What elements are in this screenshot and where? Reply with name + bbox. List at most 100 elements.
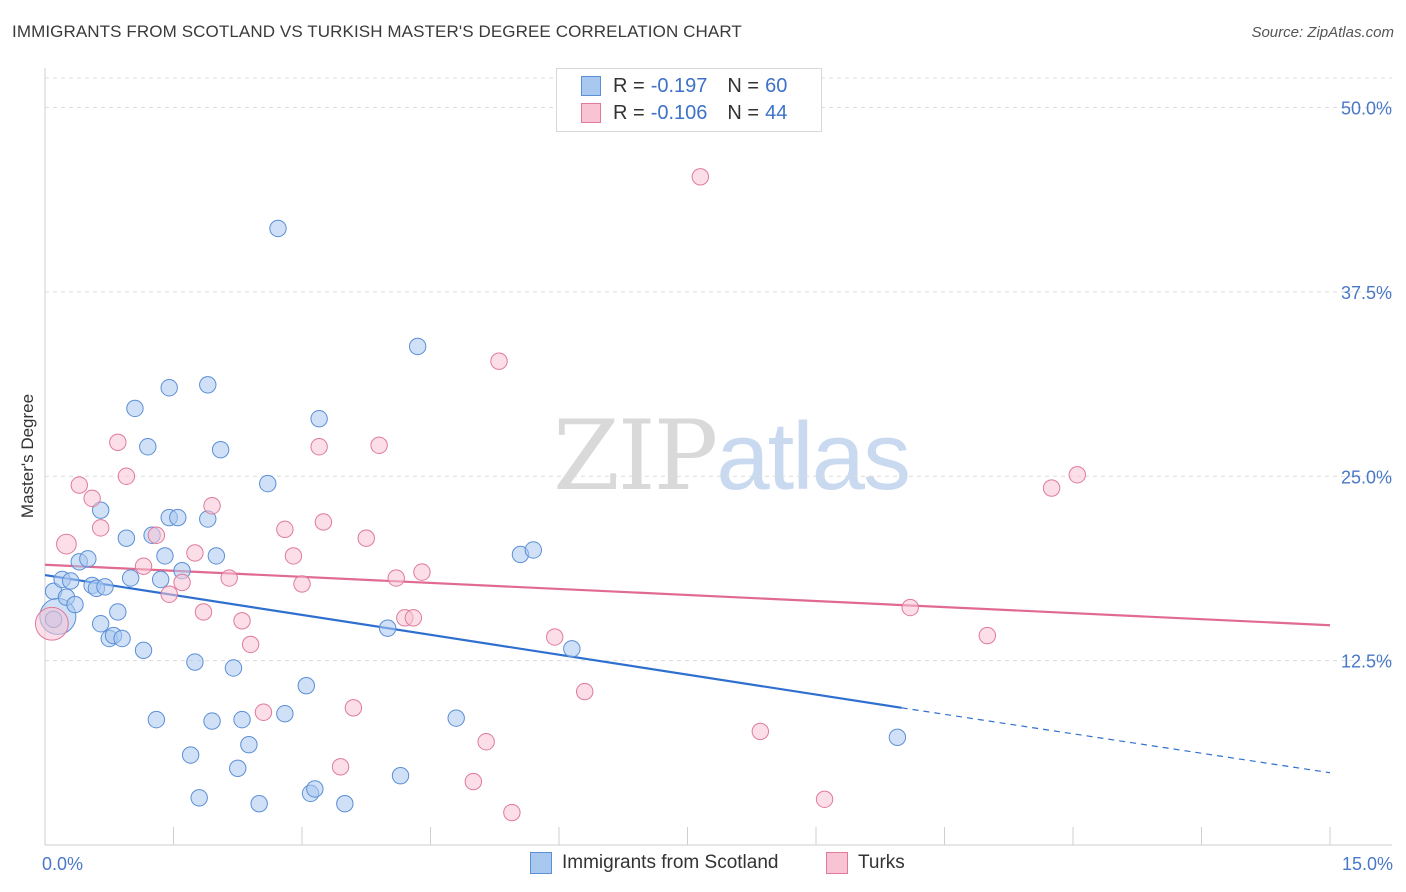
data-point: [91, 519, 110, 537]
data-point: [173, 573, 191, 592]
trend-line: [44, 563, 1331, 627]
data-point: [391, 766, 410, 785]
data-point: [546, 628, 564, 646]
legend-row-scotland: R = -0.197 N = 60: [581, 73, 787, 99]
data-point: [336, 795, 354, 813]
data-point: [147, 526, 166, 544]
trend-line: [44, 573, 902, 709]
legend-item-turks[interactable]: Turks: [826, 852, 905, 874]
data-point: [147, 710, 166, 729]
data-point: [408, 337, 427, 356]
legend-r-value: -0.106: [650, 101, 708, 124]
data-point: [181, 746, 200, 764]
data-point: [151, 570, 170, 589]
data-point: [96, 578, 114, 596]
legend-n-value: 44: [765, 101, 788, 124]
data-point: [109, 603, 127, 621]
legend-n-label: N =: [727, 101, 760, 124]
trend-lines: [44, 563, 1331, 774]
data-point: [241, 635, 260, 654]
data-point: [117, 467, 136, 485]
data-point: [139, 438, 157, 456]
legend-item-scotland[interactable]: Immigrants from Scotland: [530, 852, 778, 874]
data-point: [56, 533, 77, 555]
data-point: [276, 520, 294, 539]
correlation-legend: R = -0.197 N = 60 R = -0.106 N = 44: [556, 68, 822, 132]
data-point: [815, 790, 834, 808]
legend-swatch-scotland: [581, 76, 601, 96]
series-legend: Immigrants from Scotland Turks: [0, 852, 1406, 878]
axes: [44, 68, 1392, 846]
y-tick-label: 12.5%: [1341, 652, 1392, 672]
y-axis-label: Master's Degree: [18, 394, 37, 518]
source-label: Source: ZipAtlas.com: [1251, 24, 1394, 41]
x-tick-label: 15.0%: [1342, 854, 1393, 874]
data-point: [229, 759, 247, 777]
data-point: [370, 436, 388, 454]
data-point: [413, 563, 431, 581]
watermark: ZIPatlas: [553, 400, 911, 512]
legend-swatch-scotland: [530, 852, 552, 874]
legend-label-turks: Turks: [858, 852, 905, 873]
data-point: [160, 585, 178, 603]
legend-n-label: N =: [727, 74, 760, 97]
data-point: [503, 803, 521, 822]
data-point: [888, 728, 907, 747]
data-point: [284, 547, 303, 565]
data-point: [134, 557, 153, 575]
data-point: [259, 474, 277, 493]
data-point: [276, 705, 294, 723]
data-point: [160, 379, 178, 397]
trend-line-extension: [901, 707, 1331, 774]
legend-row-turks: R = -0.106 N = 44: [581, 100, 787, 126]
data-point: [314, 513, 333, 531]
data-point: [156, 547, 174, 565]
data-point: [310, 410, 328, 428]
tick-labels: 12.5% 25.0% 37.5% 50.0% 0.0% 15.0%: [42, 99, 1393, 875]
legend-label-scotland: Immigrants from Scotland: [562, 852, 779, 873]
data-point: [901, 598, 919, 617]
data-point: [293, 575, 311, 593]
data-point: [524, 541, 542, 559]
data-point: [751, 722, 770, 741]
data-point: [378, 619, 397, 637]
data-point: [207, 547, 226, 565]
data-point: [404, 609, 423, 627]
legend-r-label: R =: [613, 101, 645, 124]
data-point: [1068, 466, 1086, 484]
data-point: [240, 736, 258, 754]
watermark-atlas: atlas: [716, 403, 911, 510]
legend-n-value: 60: [765, 74, 788, 97]
data-point: [186, 653, 204, 671]
data-point: [269, 219, 287, 238]
data-point: [79, 550, 97, 568]
data-point: [331, 758, 350, 776]
data-point: [66, 595, 84, 614]
y-tick-label: 37.5%: [1341, 283, 1392, 303]
data-point: [61, 572, 80, 590]
series-scotland: [39, 219, 907, 813]
legend-swatch-turks: [826, 852, 848, 874]
chart-title: IMMIGRANTS FROM SCOTLAND VS TURKISH MAST…: [12, 22, 742, 41]
data-point: [387, 569, 405, 587]
data-point: [91, 501, 110, 519]
legend-swatch-turks: [581, 103, 601, 123]
data-point: [83, 489, 101, 508]
data-point: [357, 529, 375, 547]
data-point: [109, 433, 127, 452]
data-point: [186, 544, 204, 562]
watermark-zip: ZIP: [553, 400, 718, 512]
legend-r-value: -0.197: [650, 74, 708, 97]
data-point: [121, 569, 140, 587]
data-point: [134, 641, 153, 659]
data-point: [233, 612, 251, 630]
data-point: [254, 703, 273, 721]
data-point: [490, 352, 508, 370]
data-point: [447, 709, 465, 727]
data-point: [220, 569, 238, 587]
data-point: [113, 629, 131, 648]
y-tick-label: 25.0%: [1341, 467, 1392, 487]
data-point: [250, 795, 268, 813]
y-tick-label: 50.0%: [1341, 99, 1392, 119]
